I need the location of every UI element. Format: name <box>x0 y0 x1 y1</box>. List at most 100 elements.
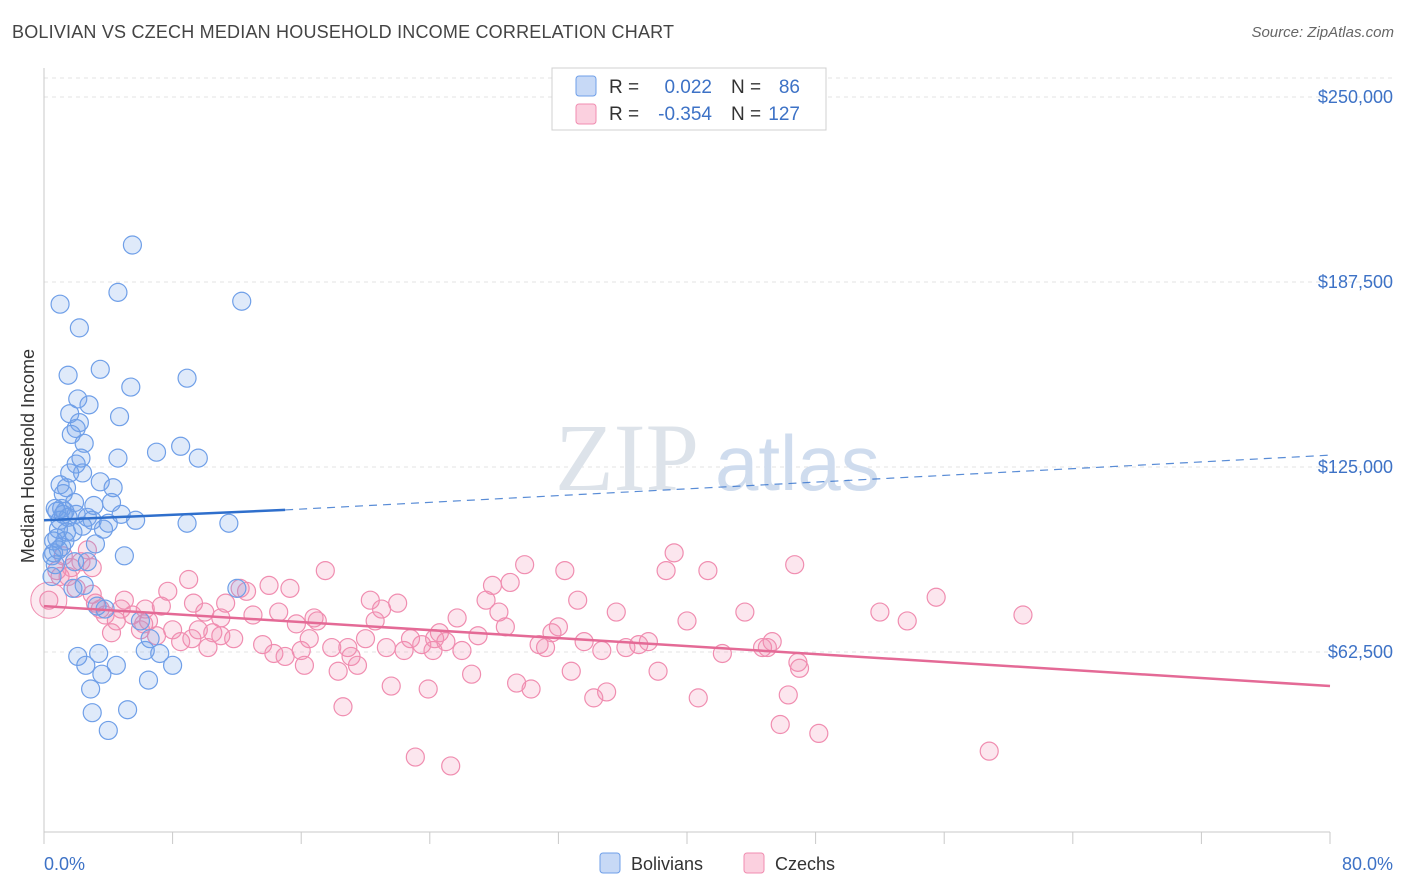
czechs-point <box>280 578 300 598</box>
czechs-point <box>592 640 612 661</box>
bolivians-point <box>90 359 110 379</box>
bolivians-point <box>177 513 197 533</box>
y-tick-label: $250,000 <box>1318 87 1393 107</box>
czechs-point <box>461 664 482 684</box>
bolivians-point <box>98 720 118 741</box>
czechs-point <box>259 575 279 596</box>
watermark: ZIP atlas <box>555 404 880 511</box>
czechs-point <box>785 555 805 575</box>
czechs-point <box>778 685 798 705</box>
czechs-point <box>418 679 438 699</box>
czechs-point <box>347 655 368 675</box>
czechs-trend-line <box>43 604 1331 688</box>
czechs-point <box>1013 605 1033 625</box>
bolivians-point <box>117 700 138 720</box>
bolivians-point <box>68 646 88 667</box>
czechs-n-value: 127 <box>768 104 800 125</box>
bolivians-point <box>74 433 94 453</box>
series-legend: Bolivians Czechs <box>599 852 835 874</box>
czechs-point <box>638 632 659 652</box>
bolivians-point <box>130 611 151 631</box>
bolivians-n-label: N = <box>731 77 761 98</box>
bolivians-point <box>63 578 83 598</box>
czechs-point <box>211 626 231 646</box>
bolivians-point <box>56 522 77 542</box>
czechs-point <box>788 652 808 672</box>
bolivians-point <box>50 294 70 314</box>
czechs-point <box>286 614 306 634</box>
czechs-point <box>809 723 829 744</box>
czechs-point <box>548 617 569 637</box>
czechs-point <box>198 637 218 658</box>
czechs-point <box>677 611 697 631</box>
czechs-swatch <box>575 103 597 125</box>
czechs-point <box>114 590 134 610</box>
bolivians-point <box>111 504 131 524</box>
chart-title: BOLIVIAN VS CZECH MEDIAN HOUSEHOLD INCOM… <box>12 22 675 42</box>
czechs-point <box>269 602 289 622</box>
czechs-r-value: -0.354 <box>658 104 712 125</box>
bolivians-point <box>126 510 146 530</box>
czechs-point <box>555 560 575 581</box>
bolivians-point <box>114 546 134 566</box>
czechs-point <box>482 575 503 596</box>
x-tick-label-max: 80.0% <box>1342 854 1393 874</box>
bolivians-point <box>122 235 143 255</box>
bolivians-point <box>108 448 128 468</box>
bolivians-point <box>150 643 170 664</box>
bolivians-point <box>69 318 89 338</box>
bolivians-trend-line <box>43 508 286 522</box>
bolivians-point <box>64 552 85 572</box>
czechs-point <box>515 555 535 575</box>
y-tick-label: $125,000 <box>1318 457 1393 477</box>
bolivians-point <box>146 442 167 462</box>
trend-lines <box>43 454 1331 688</box>
czechs-point <box>299 629 319 649</box>
legend-bolivians-label: Bolivians <box>631 854 703 874</box>
bolivians-r-label: R = <box>609 77 639 98</box>
czechs-point <box>656 560 676 581</box>
bolivians-point <box>74 575 94 596</box>
czechs-point <box>381 676 401 696</box>
czechs-point <box>447 608 467 628</box>
gridlines <box>44 77 1393 653</box>
bolivians-point <box>69 413 89 433</box>
czechs-point <box>521 679 541 699</box>
czechs-point <box>394 640 414 661</box>
bolivians-point <box>171 436 191 456</box>
czechs-point <box>333 697 353 717</box>
czechs-point <box>179 569 199 590</box>
czechs-point <box>171 632 191 652</box>
czechs-point <box>606 602 626 622</box>
czechs-point <box>322 637 342 658</box>
y-tick-label: $187,500 <box>1318 272 1393 292</box>
bolivians-point <box>103 478 123 498</box>
czechs-point <box>328 661 348 681</box>
czechs-n-label: N = <box>731 104 761 125</box>
czechs-point <box>425 629 445 649</box>
bolivians-point <box>121 377 141 397</box>
czechs-point <box>698 560 718 581</box>
bolivians-point <box>227 578 247 598</box>
czechs-point <box>307 611 327 631</box>
y-tick-label: $62,500 <box>1328 642 1393 662</box>
bolivians-point <box>163 655 183 675</box>
czechs-point <box>468 626 488 646</box>
x-ticks <box>43 832 1331 844</box>
czechs-point <box>158 581 178 601</box>
x-tick-label-min: 0.0% <box>44 854 85 874</box>
czechs-point <box>405 747 425 767</box>
y-tick-labels: $250,000 $187,500 $125,000 $62,500 <box>1318 87 1393 662</box>
legend-bolivians-swatch <box>599 852 621 874</box>
bolivians-point <box>188 448 208 468</box>
czechs-point <box>574 632 594 652</box>
watermark-atlas: atlas <box>715 419 880 507</box>
czechs-point <box>264 643 284 664</box>
czechs-point <box>71 552 91 572</box>
bolivians-point <box>42 566 62 587</box>
bolivians-point <box>81 679 101 699</box>
czechs-point <box>452 640 472 661</box>
czechs-point <box>897 611 917 631</box>
czechs-point <box>500 572 520 593</box>
